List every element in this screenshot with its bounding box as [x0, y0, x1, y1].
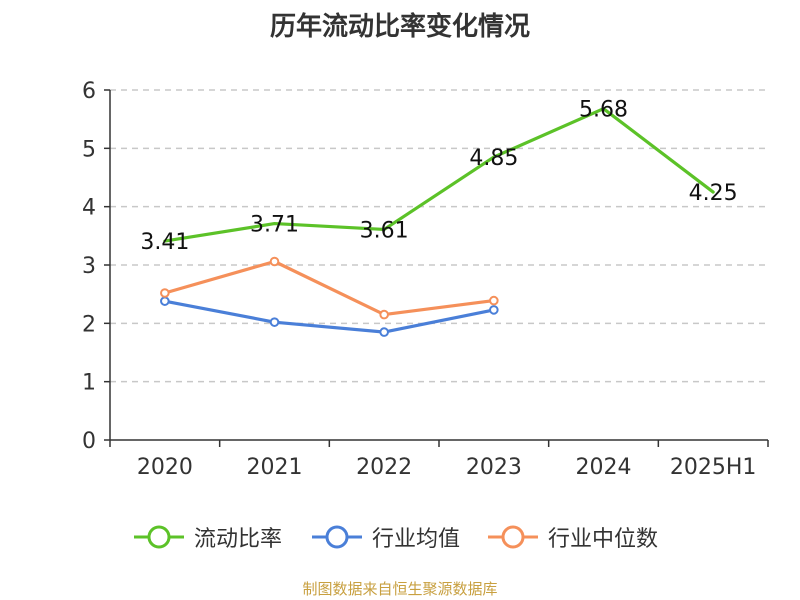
grid-lines: [110, 89, 768, 383]
data-point: [379, 327, 389, 337]
series-line: [163, 107, 715, 243]
data-label: 4.85: [469, 146, 518, 171]
data-label: 5.68: [579, 98, 628, 123]
x-tick-label: 2024: [576, 455, 632, 480]
legend-marker-icon: [488, 525, 538, 549]
data-point: [269, 256, 280, 267]
data-point: [489, 305, 499, 315]
axes: 0 1 2 3 4 5 6 2020 2021 2022 2023 2024 2025H1: [82, 79, 769, 480]
data-label: 4.25: [689, 181, 738, 206]
legend-item[interactable]: 流动比率: [134, 520, 282, 554]
source-note: 制图数据来自恒生聚源数据库: [302, 580, 498, 598]
data-label: 3.61: [360, 218, 409, 243]
legend-item[interactable]: 行业中位数: [488, 520, 658, 554]
series-line: [163, 259, 496, 317]
legend-label: 行业中位数: [548, 527, 659, 552]
data-point: [269, 317, 280, 327]
data-label: 3.41: [140, 230, 189, 255]
x-tick-label: 2022: [356, 455, 412, 480]
legend-marker-icon: [312, 525, 362, 549]
data-point: [489, 295, 499, 306]
legend: 流动比率 行业均值 行业中位数: [0, 520, 800, 554]
y-tick-label: 2: [82, 312, 96, 337]
data-point: [160, 288, 170, 298]
legend-label: 行业均值: [372, 527, 461, 552]
x-tick-label: 2020: [137, 455, 193, 480]
y-tick-label: 0: [82, 429, 96, 454]
x-tick-label: 2025H1: [670, 455, 757, 480]
x-tick-label: 2023: [466, 455, 522, 480]
y-tick-label: 1: [82, 371, 96, 396]
data-point: [379, 309, 389, 320]
series-lines: [160, 107, 715, 337]
legend-marker-icon: [134, 525, 184, 549]
chart-title: 历年流动比率变化情况: [269, 12, 530, 42]
y-tick-label: 5: [82, 137, 96, 162]
y-tick-label: 6: [82, 79, 96, 104]
y-tick-label: 4: [82, 196, 96, 221]
data-labels: 3.41 3.71 3.61 4.85 5.68 4.25: [140, 98, 737, 255]
legend-label: 流动比率: [194, 527, 283, 552]
y-tick-label: 3: [82, 254, 96, 279]
x-tick-label: 2021: [247, 455, 303, 480]
series-line: [163, 299, 496, 334]
data-label: 3.71: [250, 213, 299, 238]
data-point: [160, 296, 170, 306]
legend-item[interactable]: 行业均值: [312, 520, 460, 554]
